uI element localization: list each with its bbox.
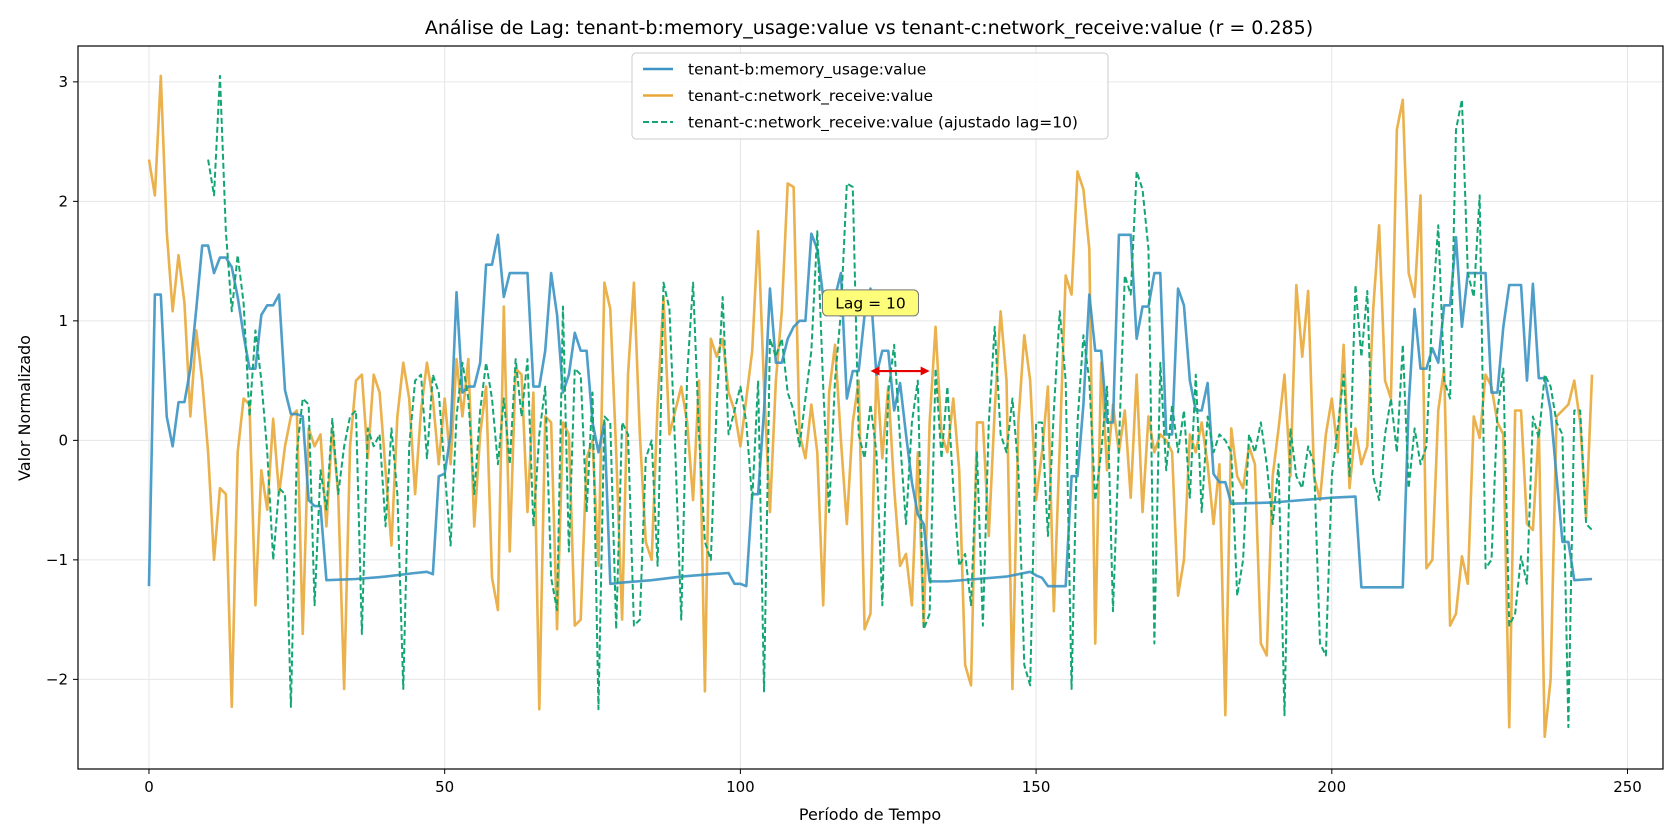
- legend: tenant-b:memory_usage:value tenant-c:netw…: [631, 52, 1109, 140]
- lag-label-box: [822, 289, 919, 317]
- y-tick-label: 3: [58, 73, 68, 91]
- x-tick-label: 50: [435, 778, 454, 796]
- plot-frame: [77, 45, 1664, 770]
- lag-arrow-head-right: [920, 366, 930, 376]
- y-tick-label: −2: [46, 670, 68, 688]
- series-line-2: [147, 74, 1594, 739]
- x-axis-label: Período de Tempo: [799, 805, 941, 824]
- y-tick-label: −1: [46, 551, 68, 569]
- y-tick-label: 0: [58, 431, 68, 449]
- series-line-3: [207, 74, 1593, 729]
- x-tick-label: 200: [1317, 778, 1346, 796]
- x-tick-label: 0: [144, 778, 154, 796]
- x-axis-ticks: 0 50 100 150 200 250: [144, 769, 1642, 796]
- lag-label-text: Lag = 10: [835, 294, 906, 312]
- y-tick-label: 1: [58, 312, 68, 330]
- lag-annotation: Lag = 10: [822, 289, 930, 376]
- y-axis-ticks: 3 2 1 0 −1 −2: [46, 73, 78, 688]
- legend-label-2: tenant-c:network_receive:value: [688, 87, 933, 106]
- lag-arrow-head-left: [870, 366, 880, 376]
- x-tick-label: 100: [726, 778, 755, 796]
- legend-label-1: tenant-b:memory_usage:value: [688, 61, 926, 80]
- chart-title: Análise de Lag: tenant-b:memory_usage:va…: [425, 17, 1313, 39]
- y-tick-label: 2: [58, 192, 68, 210]
- legend-box: [631, 52, 1109, 140]
- y-axis-label: Valor Normalizado: [15, 335, 34, 481]
- legend-label-3: tenant-c:network_receive:value (ajustado…: [688, 114, 1078, 133]
- x-tick-label: 150: [1022, 778, 1051, 796]
- x-tick-label: 250: [1613, 778, 1642, 796]
